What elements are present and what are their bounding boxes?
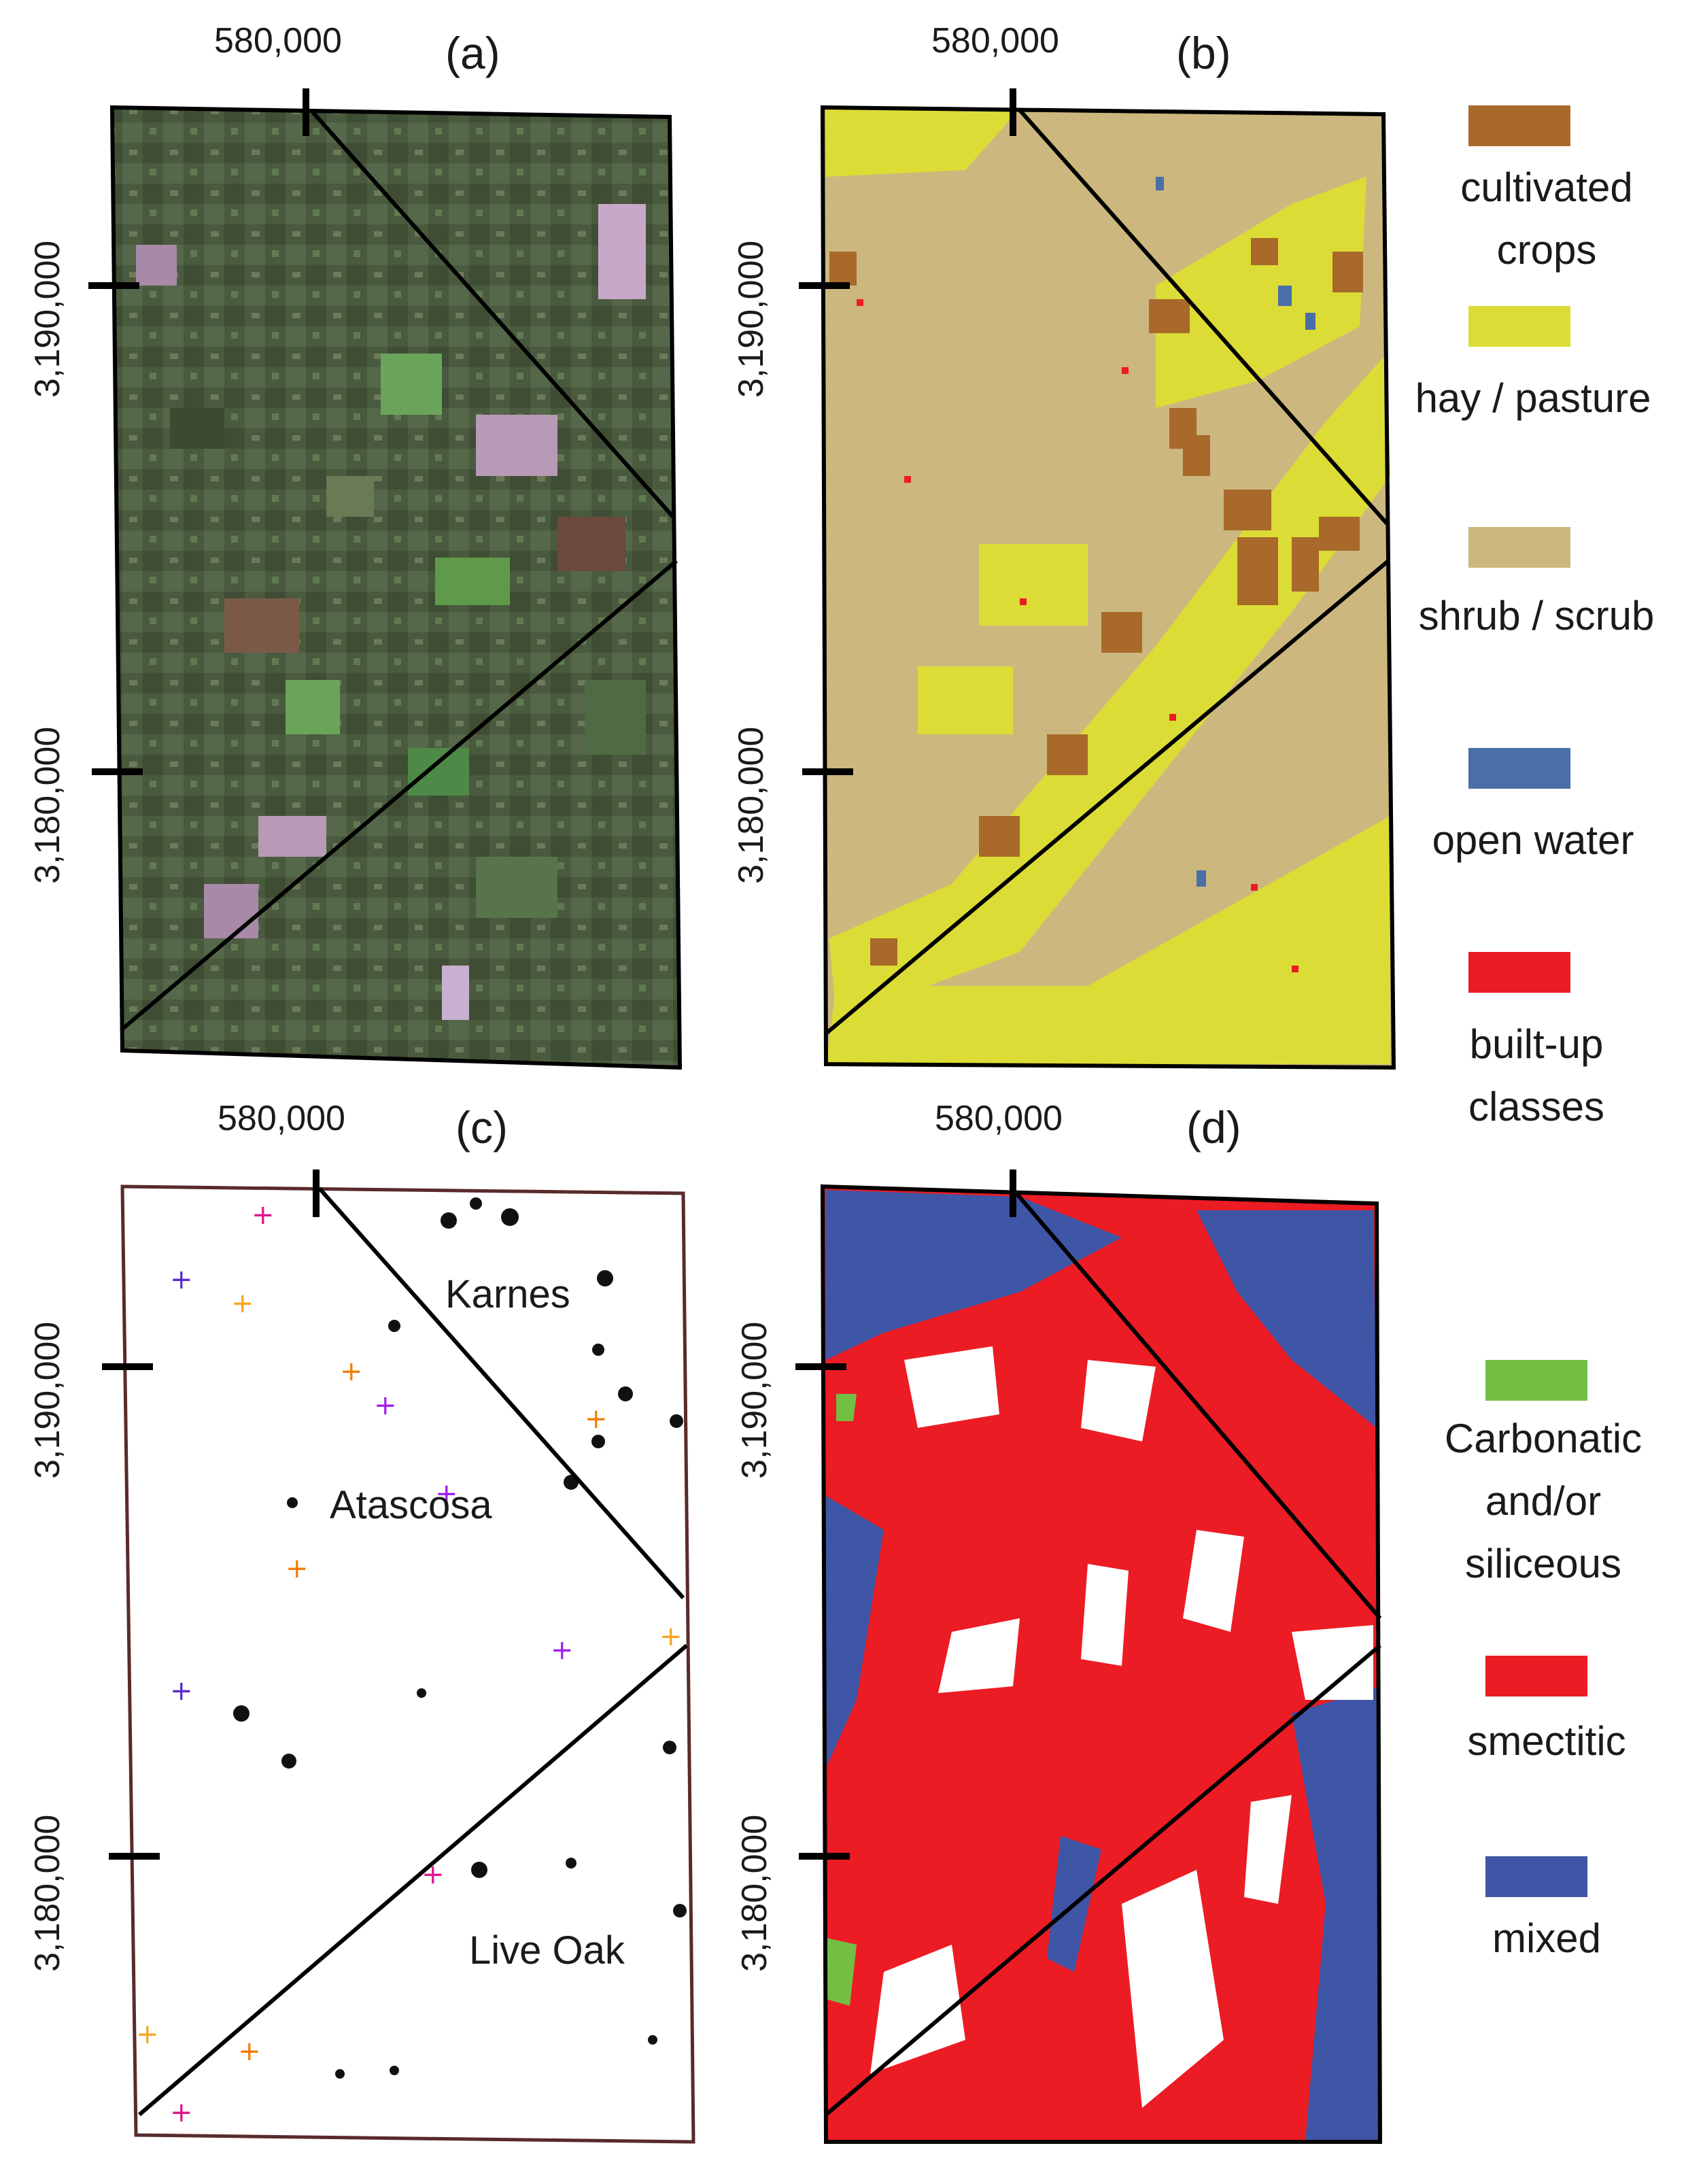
svg-text:+: + <box>659 1621 683 1652</box>
svg-text:+: + <box>435 1478 458 1509</box>
county-label-karnes: Karnes <box>445 1272 570 1316</box>
panel-b-landcover-map <box>823 107 1394 1068</box>
county-label-atascosa: Atascosa <box>330 1483 492 1527</box>
panel-a-satellite-image <box>112 107 680 1068</box>
panel-a-y-tick-lower: 3,180,000 <box>28 726 67 884</box>
panel-c-label: (c) <box>455 1102 508 1153</box>
county-label-live-oak: Live Oak <box>469 1928 625 1973</box>
svg-text:+: + <box>374 1390 397 1421</box>
legend-swatch-mixed <box>1485 1856 1587 1897</box>
panel-c-y-tick-lower: 3,180,000 <box>28 1814 67 1972</box>
panel-b-y-tick-upper: 3,190,000 <box>732 240 771 398</box>
panel-d-soil-map <box>823 1187 1380 2142</box>
svg-text:+: + <box>238 2036 261 2067</box>
panel-d-x-tick-label: 580,000 <box>935 1099 1063 1138</box>
panel-d-y-tick-upper: 3,190,000 <box>735 1321 774 1479</box>
legend-label-mixed: mixed <box>1492 1915 1602 1961</box>
axis-ticks <box>88 88 1016 1860</box>
svg-text:+: + <box>286 1553 309 1584</box>
svg-text:+: + <box>170 1675 193 1707</box>
panel-a-y-tick-upper: 3,190,000 <box>28 240 67 398</box>
county-boundary-lines <box>109 105 1396 2144</box>
panel-c-points: + + + + + + + + + + + + + + + <box>136 1197 687 2128</box>
svg-text:+: + <box>231 1288 254 1319</box>
legend-swatch-built-up <box>1468 952 1570 993</box>
panel-b-y-tick-lower: 3,180,000 <box>732 726 771 884</box>
legend-label-built-up: built-up classes <box>1468 1021 1605 1129</box>
panel-b-x-tick-label: 580,000 <box>931 21 1059 61</box>
legend-label-carbonatic-siliceous: Carbonatic and/or siliceous <box>1444 1416 1642 1586</box>
legend-swatch-shrub-scrub <box>1468 527 1570 568</box>
legend-label-open-water: open water <box>1432 817 1634 863</box>
svg-text:+: + <box>340 1356 363 1387</box>
legend-swatch-open-water <box>1468 748 1570 789</box>
panel-b-label: (b) <box>1176 28 1231 78</box>
panel-a-x-tick-label: 580,000 <box>214 21 342 61</box>
legend-swatch-hay-pasture <box>1468 306 1570 347</box>
legend-swatch-smectitic <box>1485 1656 1587 1696</box>
svg-text:+: + <box>170 2097 193 2128</box>
panel-a-label: (a) <box>445 28 500 78</box>
legend-swatch-cultivated-crops <box>1468 105 1570 146</box>
panel-c-point-map <box>120 1184 695 2144</box>
legend-label-hay-pasture: hay / pasture <box>1415 375 1651 421</box>
panel-d-label: (d) <box>1186 1102 1241 1153</box>
panel-c-x-tick-label: 580,000 <box>218 1099 345 1138</box>
svg-text:+: + <box>136 2019 159 2050</box>
legend-label-smectitic: smectitic <box>1467 1718 1626 1764</box>
svg-text:+: + <box>585 1403 608 1435</box>
legend-swatch-carbonatic-siliceous <box>1485 1360 1587 1401</box>
legend-label-cultivated-crops: cultivated crops <box>1460 165 1633 273</box>
panel-d-y-tick-lower: 3,180,000 <box>735 1814 774 1972</box>
svg-text:+: + <box>170 1264 193 1295</box>
svg-text:+: + <box>252 1199 275 1231</box>
legend-label-shrub-scrub: shrub / scrub <box>1418 593 1655 638</box>
panel-c-y-tick-upper: 3,190,000 <box>28 1321 67 1479</box>
svg-text:+: + <box>551 1635 574 1666</box>
